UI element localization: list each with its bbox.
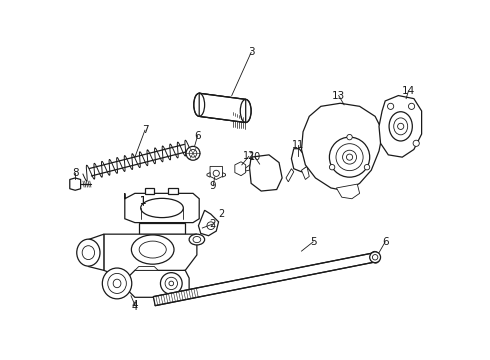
Polygon shape — [207, 172, 210, 177]
Polygon shape — [222, 172, 225, 177]
Text: 11: 11 — [292, 140, 304, 150]
Ellipse shape — [141, 198, 183, 217]
Ellipse shape — [131, 235, 174, 264]
Ellipse shape — [369, 252, 381, 263]
Ellipse shape — [329, 137, 369, 177]
Polygon shape — [70, 178, 81, 190]
Text: 2: 2 — [209, 219, 216, 229]
Text: 8: 8 — [72, 167, 78, 177]
Text: 10: 10 — [249, 152, 261, 162]
Ellipse shape — [102, 268, 132, 299]
Ellipse shape — [364, 165, 370, 170]
Ellipse shape — [186, 147, 200, 160]
Polygon shape — [198, 210, 219, 236]
Polygon shape — [125, 193, 199, 222]
Text: 2: 2 — [219, 209, 225, 219]
Ellipse shape — [389, 112, 412, 141]
Ellipse shape — [413, 140, 419, 147]
Polygon shape — [145, 188, 154, 194]
Ellipse shape — [409, 103, 415, 109]
Polygon shape — [286, 169, 294, 182]
Polygon shape — [292, 149, 307, 172]
Text: 3: 3 — [248, 48, 254, 58]
Polygon shape — [336, 184, 360, 199]
Polygon shape — [249, 155, 282, 191]
Text: 12: 12 — [243, 152, 255, 161]
Polygon shape — [210, 166, 222, 180]
Text: 6: 6 — [195, 131, 201, 141]
Text: 1: 1 — [140, 196, 146, 206]
Text: 6: 6 — [382, 237, 389, 247]
Text: 7: 7 — [142, 125, 148, 135]
Polygon shape — [127, 270, 189, 297]
Polygon shape — [301, 103, 383, 191]
Polygon shape — [153, 253, 376, 306]
Polygon shape — [199, 93, 245, 122]
Text: 1: 1 — [139, 196, 146, 206]
Polygon shape — [235, 162, 245, 176]
Ellipse shape — [347, 134, 352, 140]
Text: 9: 9 — [210, 181, 217, 191]
Text: 13: 13 — [332, 91, 345, 100]
Ellipse shape — [370, 252, 380, 263]
Polygon shape — [245, 163, 252, 171]
Ellipse shape — [329, 165, 335, 170]
Polygon shape — [88, 234, 104, 270]
Text: 5: 5 — [310, 237, 317, 247]
Ellipse shape — [388, 103, 394, 109]
Text: 4: 4 — [131, 300, 138, 310]
Polygon shape — [135, 266, 158, 270]
Polygon shape — [104, 234, 197, 278]
Polygon shape — [301, 166, 309, 180]
Ellipse shape — [160, 273, 182, 294]
Polygon shape — [168, 188, 177, 194]
Text: 14: 14 — [402, 86, 415, 96]
Ellipse shape — [77, 239, 100, 266]
Polygon shape — [379, 95, 421, 157]
Polygon shape — [139, 222, 185, 234]
Ellipse shape — [189, 234, 205, 245]
Text: 4: 4 — [132, 302, 138, 311]
